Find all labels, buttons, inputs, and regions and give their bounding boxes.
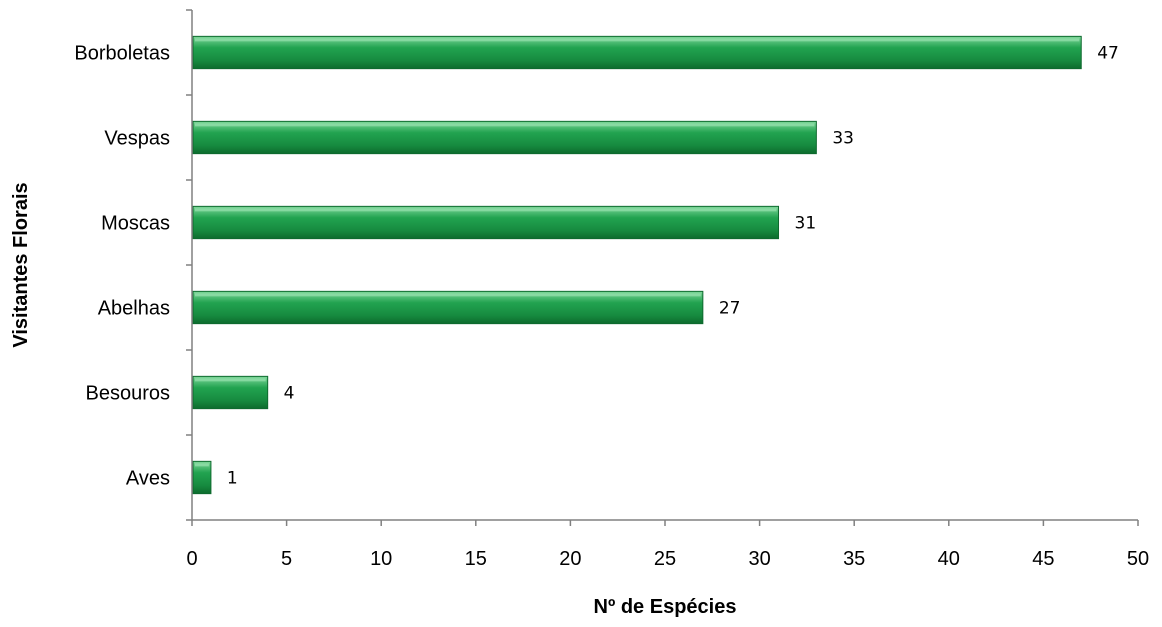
x-tick-label-10: 10: [370, 548, 392, 570]
x-tick-label-5: 5: [281, 548, 292, 570]
axes-group: [191, 10, 1138, 521]
y-tick-label-besouros: Besouros: [86, 383, 171, 405]
y-tick-label-aves: Aves: [126, 468, 170, 490]
data-label-borboletas: 47: [1097, 44, 1119, 64]
x-tick-label-40: 40: [938, 548, 960, 570]
y-tick-label-vespas: Vespas: [104, 128, 170, 150]
bar-highlight-vespas: [195, 123, 815, 127]
x-tick-label-25: 25: [654, 548, 676, 570]
y-tick-label-borboletas: Borboletas: [74, 43, 170, 65]
y-tick-label-abelhas: Abelhas: [98, 298, 170, 320]
y-tick-label-moscas: Moscas: [101, 213, 170, 235]
bar-highlight-aves: [195, 463, 209, 467]
bar-moscas: [192, 205, 780, 240]
x-tick-label-0: 0: [186, 548, 197, 570]
bar-aves: [192, 460, 212, 495]
y-ticks-group: Aves Besouros Abelhas Moscas Vespas Borboleta…: [74, 9, 192, 521]
bar-highlight-abelhas: [195, 293, 701, 297]
bars-group: [192, 35, 1082, 495]
bar-besouros: [192, 375, 269, 410]
data-label-besouros: 4: [284, 384, 295, 404]
bar-highlight-borboletas: [195, 38, 1080, 42]
bar-abelhas: [192, 290, 704, 325]
x-tick-label-20: 20: [559, 548, 581, 570]
bar-borboletas: [192, 35, 1082, 70]
x-tick-label-15: 15: [465, 548, 487, 570]
data-label-moscas: 31: [795, 214, 817, 234]
bar-highlight-besouros: [195, 378, 266, 382]
data-label-abelhas: 27: [719, 299, 741, 319]
data-label-vespas: 33: [832, 129, 854, 149]
y-axis-title: Visitantes Florais: [10, 182, 32, 347]
x-tick-label-45: 45: [1032, 548, 1054, 570]
x-tick-label-50: 50: [1127, 548, 1149, 570]
x-ticks-group: 0 5 10 15 20 25 30 35 40 45 50: [186, 520, 1149, 570]
data-labels-group: 1 4 27 31 33 47: [227, 44, 1119, 489]
x-tick-label-35: 35: [843, 548, 865, 570]
bar-vespas: [192, 120, 817, 155]
x-axis-title: Nº de Espécies: [594, 596, 737, 618]
bar-highlight-moscas: [195, 208, 777, 212]
x-tick-label-30: 30: [748, 548, 770, 570]
data-label-aves: 1: [227, 469, 238, 489]
